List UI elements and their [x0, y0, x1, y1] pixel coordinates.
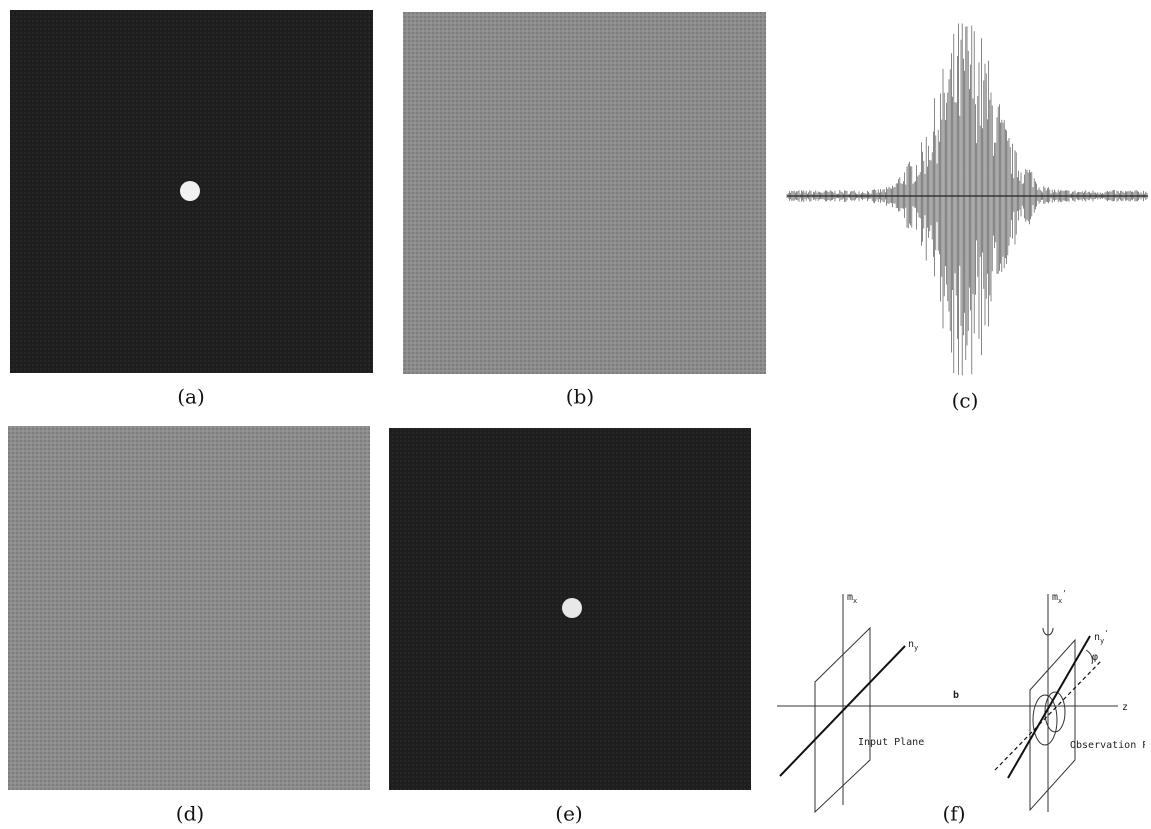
axis — [779, 645, 906, 777]
plane-label: Input Plane — [858, 737, 924, 748]
caption: (b) — [566, 385, 594, 409]
spot — [180, 181, 200, 201]
axis — [994, 659, 1103, 771]
caption: (e) — [555, 802, 582, 826]
caption: (a) — [177, 385, 205, 409]
angle-arc — [1085, 649, 1093, 665]
caption: (f) — [942, 802, 965, 826]
rotation-arrow — [1042, 627, 1054, 636]
axis-label: mx — [847, 592, 857, 605]
input-plane — [814, 626, 871, 814]
waveform — [786, 23, 1148, 376]
distance-label: b — [953, 690, 959, 701]
pattern — [1032, 694, 1058, 746]
caption: (d) — [176, 802, 204, 826]
waveform-trace — [786, 23, 1148, 376]
axis-label: ny' — [1094, 629, 1109, 645]
image-d — [8, 426, 370, 790]
spot — [562, 598, 582, 618]
observation-plane — [1029, 638, 1076, 812]
caption: (c) — [952, 389, 979, 413]
axis — [1007, 635, 1091, 779]
plane-label: Observation P — [1070, 740, 1148, 751]
axis-label: ny — [908, 639, 918, 652]
axis-label: z — [1122, 702, 1128, 713]
axis-label: mx' — [1052, 589, 1067, 605]
angle-label: φ — [1092, 652, 1098, 663]
image-b — [403, 12, 766, 374]
optics-diagram: mx ny b z Input Plane Observation P mx' … — [777, 589, 1148, 814]
